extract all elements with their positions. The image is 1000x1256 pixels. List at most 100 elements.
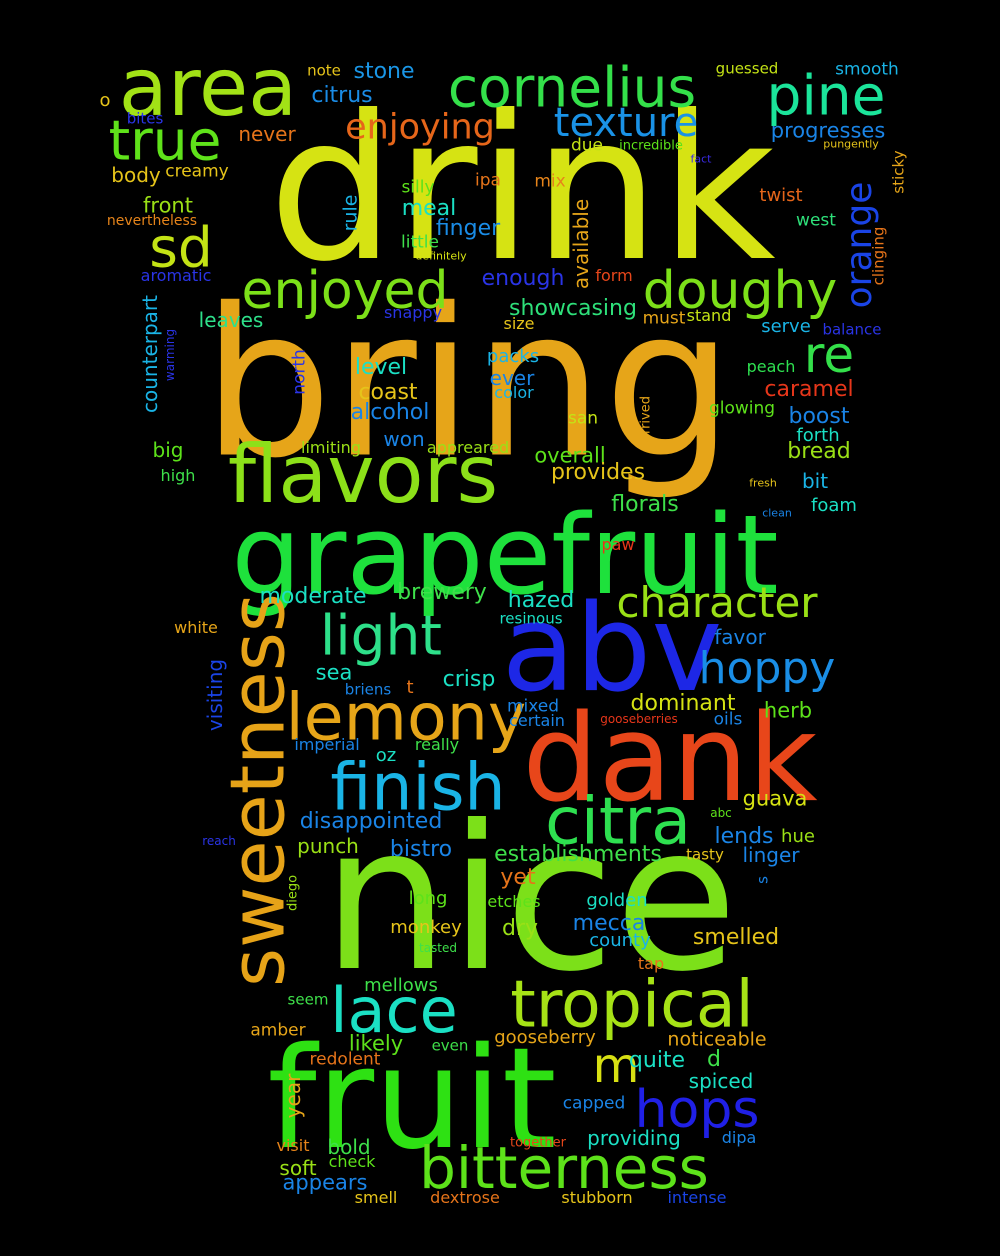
word: dry <box>501 916 539 941</box>
word: o <box>99 90 111 111</box>
word: redolent <box>309 1049 381 1070</box>
word: bitterness <box>419 1134 709 1202</box>
word: brewery <box>397 580 487 605</box>
word: mecca <box>572 911 646 936</box>
word: guessed <box>715 59 779 78</box>
word: progresses <box>770 118 886 143</box>
word: never <box>238 122 296 146</box>
word: florals <box>611 492 679 517</box>
word: dextrose <box>430 1188 500 1207</box>
word: appears <box>282 1170 368 1195</box>
word: doughy <box>642 261 838 321</box>
word: bread <box>787 439 851 464</box>
word: enough <box>481 266 565 291</box>
word: dominant <box>630 691 736 716</box>
word: hue <box>781 826 815 847</box>
word: big <box>152 438 184 462</box>
word: soft <box>279 1156 317 1180</box>
word: area <box>118 41 298 134</box>
word: hazed <box>507 588 575 613</box>
word: sticky <box>889 150 908 194</box>
word: really <box>414 735 460 754</box>
word: silly <box>401 177 435 198</box>
word: body <box>111 163 161 187</box>
word: sd <box>149 215 213 280</box>
word: texture <box>553 100 699 146</box>
word: smooth <box>835 59 899 80</box>
word: even <box>431 1036 469 1055</box>
word: provides <box>550 460 646 485</box>
word: leaves <box>198 308 264 332</box>
word: aromatic <box>140 266 212 285</box>
word: must <box>642 308 686 329</box>
word: monkey <box>390 917 462 938</box>
word: incredible <box>619 138 683 154</box>
word: moderate <box>259 584 367 609</box>
word: likely <box>348 1031 404 1056</box>
word: nice <box>322 783 738 1016</box>
word: finish <box>330 750 506 826</box>
word: mixed <box>506 696 560 717</box>
word: long <box>408 888 448 909</box>
word: stand <box>686 306 732 325</box>
word: overall <box>534 443 606 468</box>
word: quite <box>628 1048 686 1073</box>
word: fact <box>690 152 712 166</box>
word: yet <box>500 865 536 890</box>
word: m <box>592 1038 640 1094</box>
word: imperial <box>294 735 360 754</box>
word: gooseberries <box>600 712 678 726</box>
word: san <box>567 408 599 429</box>
word: intense <box>667 1188 727 1207</box>
word: bold <box>327 1135 371 1159</box>
word: creamy <box>165 161 229 182</box>
word: bites <box>126 109 164 128</box>
word: won <box>383 427 425 451</box>
word: finger <box>435 216 501 241</box>
word: check <box>328 1152 376 1171</box>
word: caramel <box>764 377 854 402</box>
word: alcohol <box>350 400 430 425</box>
word: foam <box>811 495 857 516</box>
word: limiting <box>301 438 361 457</box>
word: clean <box>762 506 792 520</box>
word: west <box>796 210 836 231</box>
word: level <box>354 355 408 380</box>
word: pungently <box>823 137 879 151</box>
word: spiced <box>688 1069 754 1093</box>
word: year <box>281 1073 305 1119</box>
word: white <box>174 618 218 637</box>
word: noticeable <box>667 1028 767 1051</box>
word: stubborn <box>561 1188 633 1207</box>
word: citrus <box>311 83 373 108</box>
word: twist <box>759 185 803 206</box>
word: grapefruit <box>231 491 779 619</box>
word: drink <box>268 73 776 306</box>
word: certain <box>509 711 565 730</box>
word: herb <box>763 698 813 723</box>
word: together <box>510 1135 566 1151</box>
word: punch <box>297 834 359 858</box>
word: mellows <box>364 975 438 996</box>
word: lace <box>330 974 458 1047</box>
word: pine <box>766 63 886 128</box>
word: due <box>570 135 604 156</box>
word: citra <box>545 784 691 860</box>
word: s <box>753 876 772 884</box>
word: guava <box>742 786 808 811</box>
word: counterpart <box>138 295 162 413</box>
word: etches <box>487 892 541 911</box>
word: packs <box>486 346 540 367</box>
word: forth <box>796 425 840 446</box>
word: golden <box>586 890 648 911</box>
word: county <box>589 930 651 951</box>
word: briens <box>344 680 392 699</box>
word: t <box>406 677 414 698</box>
word: tasty <box>686 845 724 864</box>
word: meal <box>401 196 457 221</box>
word: resinous <box>499 609 563 628</box>
word: appreared <box>426 438 510 457</box>
word: sweetness <box>213 593 302 987</box>
word: glowing <box>708 398 776 419</box>
